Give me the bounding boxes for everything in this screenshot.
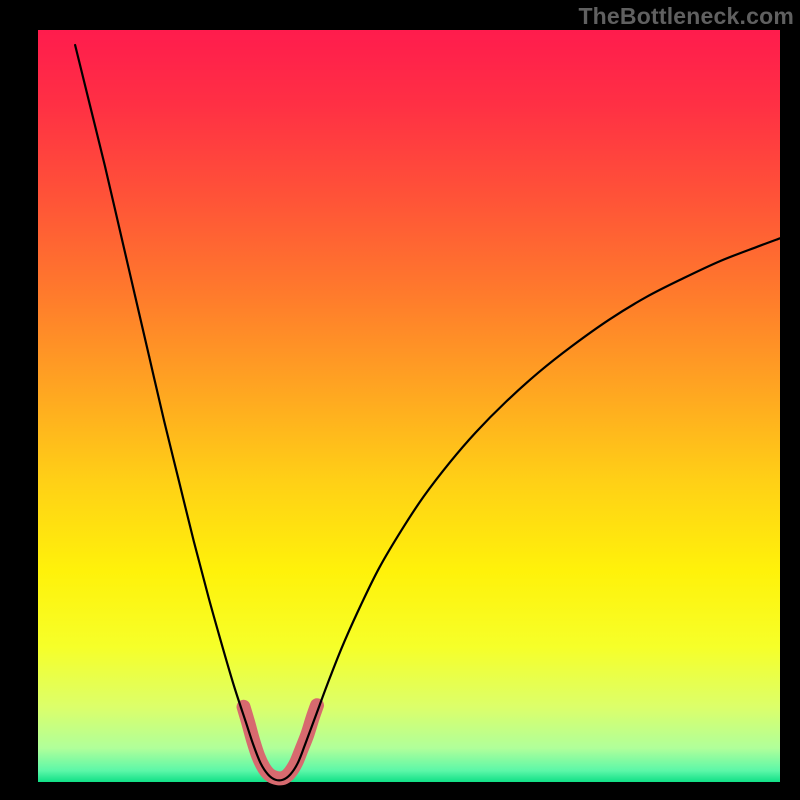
bottleneck-curve-chart (0, 0, 800, 800)
plot-background (38, 30, 780, 782)
bottleneck-chart-container: TheBottleneck.com (0, 0, 800, 800)
